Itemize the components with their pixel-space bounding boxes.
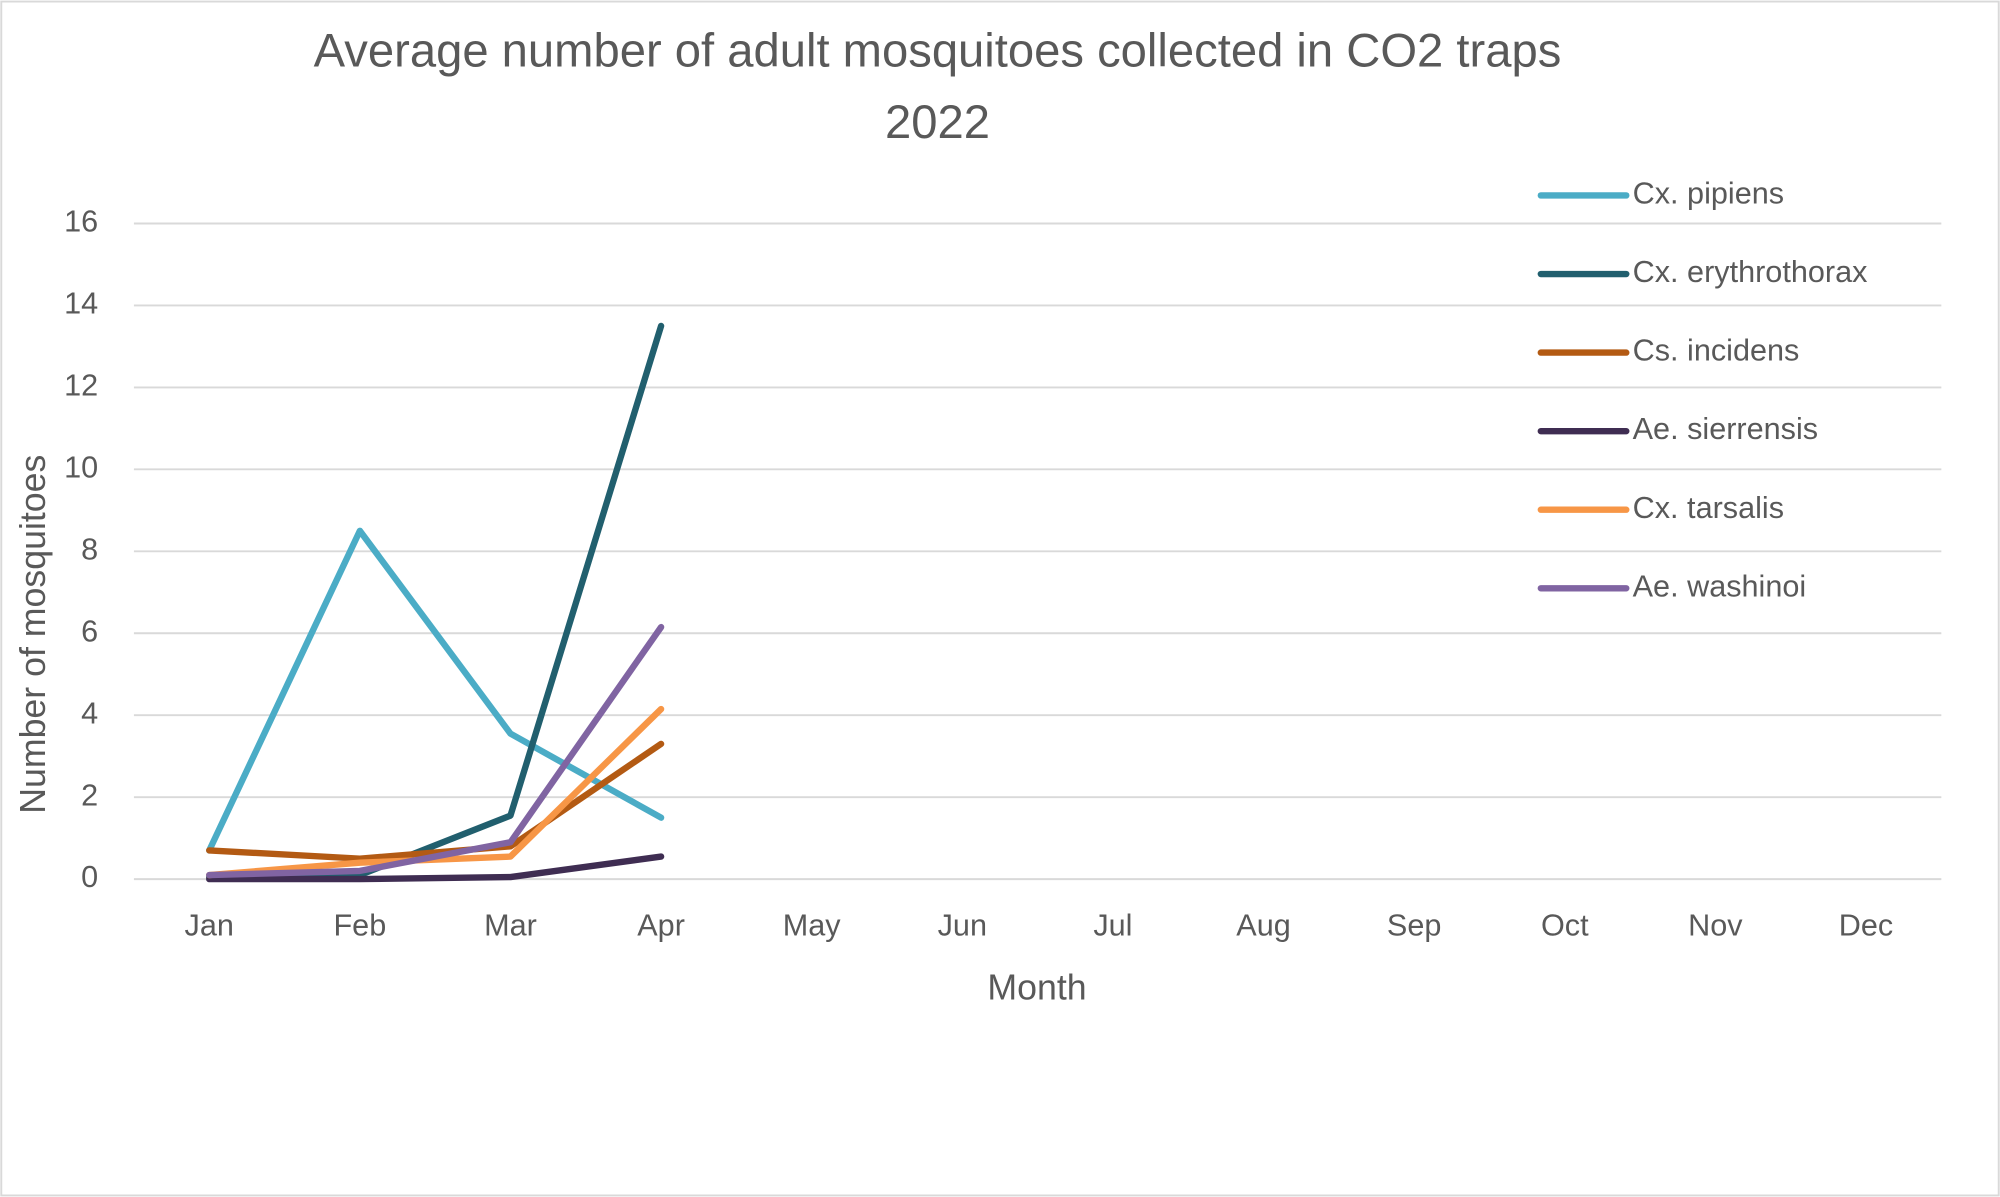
x-tick-label: Dec <box>1839 909 1893 943</box>
y-tick-label: 14 <box>64 287 98 321</box>
x-tick-label: May <box>783 909 842 943</box>
legend-label: Cx. tarsalis <box>1633 491 1784 525</box>
series-line <box>206 623 665 879</box>
y-tick-label: 12 <box>64 368 98 402</box>
y-tick-label: 2 <box>81 778 98 812</box>
x-tick-label: Aug <box>1236 909 1290 943</box>
x-tick-label: Jan <box>185 909 234 943</box>
y-tick-label: 16 <box>64 205 98 239</box>
x-tick-label: Nov <box>1688 909 1743 943</box>
x-tick-label: Oct <box>1541 909 1589 943</box>
legend-label: Ae. sierrensis <box>1633 412 1818 446</box>
series-line <box>206 740 665 862</box>
y-tick-label: 8 <box>81 532 98 566</box>
y-tick-label: 10 <box>64 450 98 484</box>
y-tick-label: 4 <box>81 696 98 730</box>
legend-label: Cx. pipiens <box>1633 177 1784 211</box>
x-tick-label: Jul <box>1093 909 1132 943</box>
series-line <box>206 527 665 854</box>
x-axis-label: Month <box>987 968 1086 1008</box>
x-tick-label: Feb <box>333 909 386 943</box>
series-line <box>206 853 665 883</box>
x-tick-label: Jun <box>938 909 987 943</box>
x-tick-label: Apr <box>637 909 685 943</box>
chart-subtitle: 2022 <box>885 96 990 149</box>
legend-label: Cx. erythrothorax <box>1633 255 1868 289</box>
y-axis-label: Number of mosquitoes <box>13 455 53 814</box>
chart-title: Average number of adult mosquitoes colle… <box>314 24 1562 77</box>
y-tick-label: 6 <box>81 614 98 648</box>
legend-label: Cs. incidens <box>1633 334 1800 368</box>
y-tick-label: 0 <box>81 860 98 894</box>
x-tick-label: Mar <box>484 909 537 943</box>
legend-label: Ae. washinoi <box>1633 569 1807 603</box>
x-tick-label: Sep <box>1387 909 1441 943</box>
